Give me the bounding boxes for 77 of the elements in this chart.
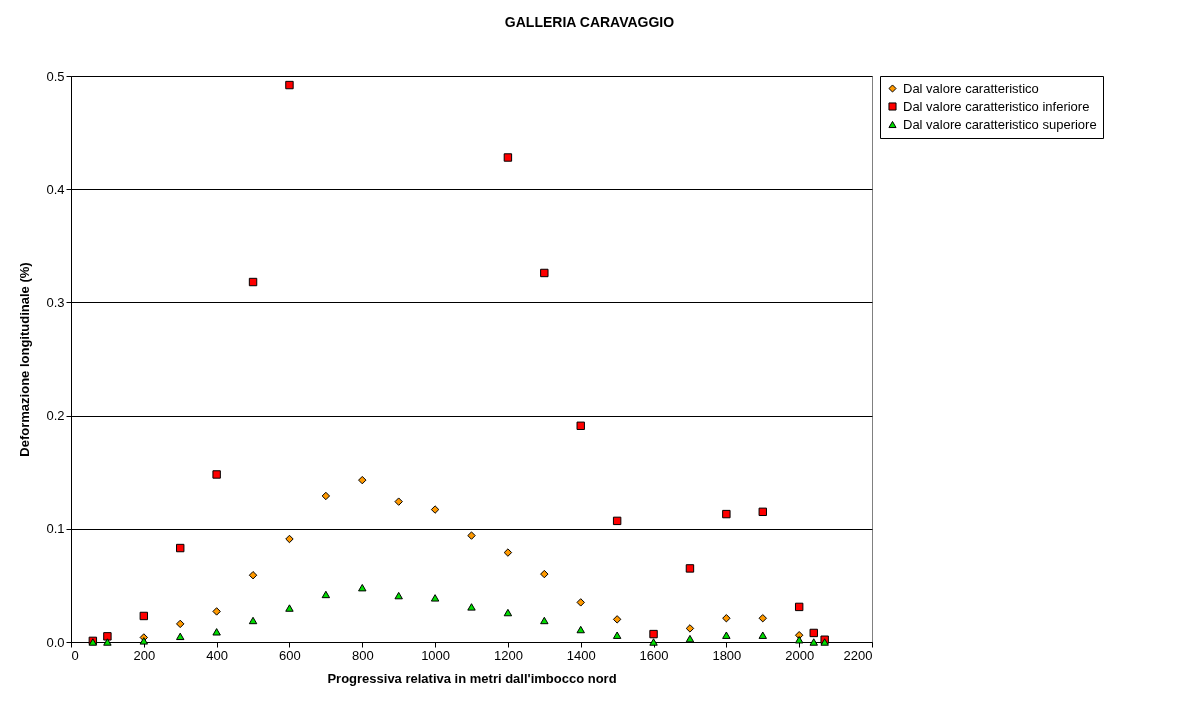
point — [467, 603, 476, 611]
point — [176, 632, 185, 641]
y-axis-title: Deformazione longitudinale (%) — [17, 262, 33, 457]
point — [285, 604, 294, 612]
y-tick-label: 0.0 — [46, 634, 65, 650]
point — [139, 611, 149, 621]
point — [794, 636, 804, 644]
x-tick-label: 2000 — [785, 647, 815, 663]
point — [722, 509, 731, 519]
point — [248, 571, 258, 580]
point — [809, 628, 818, 638]
point — [430, 505, 440, 514]
point — [649, 638, 658, 646]
legend-label: Dal valore caratteristico inferiore — [903, 98, 1090, 114]
point — [612, 516, 622, 526]
legend-label: Dal valore caratteristico superiore — [903, 116, 1097, 132]
x-tick-label: 600 — [279, 647, 301, 663]
point — [394, 591, 403, 600]
point — [103, 638, 112, 646]
point — [176, 543, 185, 553]
x-tick-label: 1600 — [639, 647, 669, 663]
point — [212, 470, 221, 479]
point — [321, 590, 331, 599]
point — [212, 628, 221, 636]
y-tick-label: 0.1 — [46, 521, 65, 537]
x-tick-label: 1200 — [493, 647, 523, 663]
point — [649, 629, 658, 639]
point — [612, 615, 622, 624]
x-tick-label: 1000 — [421, 647, 451, 663]
point — [540, 616, 549, 625]
point — [358, 583, 367, 592]
point — [722, 631, 731, 639]
point — [394, 497, 403, 506]
x-tick-label: 1400 — [566, 647, 596, 663]
point — [503, 608, 513, 617]
x-tick-label: 2200 — [843, 647, 873, 663]
point — [685, 624, 695, 633]
point — [285, 80, 294, 90]
x-tick-label: 0 — [71, 647, 79, 663]
point — [758, 631, 767, 639]
point — [248, 277, 258, 287]
point — [139, 637, 149, 645]
point — [430, 594, 440, 602]
point — [321, 491, 331, 501]
point — [540, 569, 549, 579]
x-tick-label: 200 — [133, 647, 156, 663]
x-tick-label: 400 — [206, 647, 228, 663]
point — [758, 614, 767, 623]
y-tick-label: 0.4 — [46, 181, 65, 197]
x-axis-title: Progressiva relativa in metri dall'imbocco nord — [327, 670, 617, 686]
point — [576, 598, 585, 607]
y-tick-label: 0.2 — [46, 408, 65, 424]
point — [722, 614, 731, 623]
point — [467, 531, 476, 540]
legend-label: Dal valore caratteristico — [903, 80, 1039, 96]
point — [685, 564, 695, 573]
point — [248, 616, 258, 625]
point — [809, 638, 818, 646]
x-tick-label: 1800 — [712, 647, 742, 663]
point — [576, 421, 585, 430]
point — [285, 534, 294, 544]
point — [212, 607, 221, 616]
y-tick-label: 0.3 — [46, 294, 65, 310]
point — [176, 619, 185, 629]
point — [576, 625, 585, 634]
point — [103, 632, 112, 641]
x-tick-label: 800 — [351, 647, 374, 663]
point — [503, 153, 513, 162]
point — [685, 634, 695, 643]
point — [503, 548, 513, 557]
y-tick-label: 0.5 — [46, 68, 65, 84]
point — [612, 631, 622, 639]
point — [540, 268, 549, 278]
point — [358, 475, 367, 485]
chart-title: GALLERIA CARAVAGGIO — [504, 14, 675, 30]
point — [758, 507, 767, 517]
point — [794, 602, 804, 612]
